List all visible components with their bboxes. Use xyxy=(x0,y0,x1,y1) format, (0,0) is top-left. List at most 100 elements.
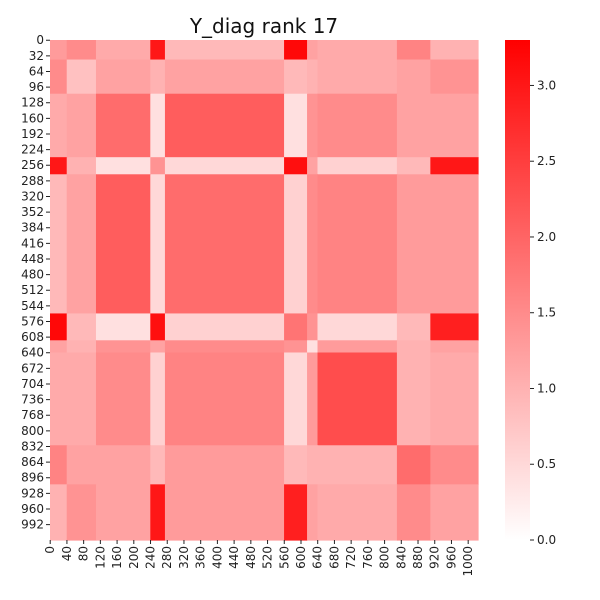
heatmap-cell xyxy=(284,174,308,315)
colorbar-ticks: 0.0 0.5 1.0 1.5 2.0 2.5 3.0 xyxy=(530,78,556,547)
x-tick-label: 920 xyxy=(428,546,442,569)
heatmap-cell xyxy=(66,313,97,341)
y-tick-label: 576 xyxy=(21,314,44,328)
heatmap-cell xyxy=(95,40,151,61)
heatmap-cell xyxy=(284,313,308,341)
heatmap-cell xyxy=(50,352,68,446)
heatmap-cell xyxy=(317,40,398,61)
heatmap-cell xyxy=(150,157,166,175)
heatmap-cell xyxy=(430,59,479,95)
heatmap-cell xyxy=(284,445,308,485)
x-tick-label: 120 xyxy=(93,546,107,569)
x-tick-label: 720 xyxy=(344,546,358,569)
y-tick-label: 864 xyxy=(21,455,44,469)
y-tick-label: 480 xyxy=(21,268,44,282)
heatmap-cell xyxy=(164,40,285,61)
heatmap-cell xyxy=(95,174,151,315)
heatmap-cell xyxy=(396,157,431,175)
heatmap-cell xyxy=(66,484,97,541)
heatmap-cell xyxy=(430,445,479,485)
heatmap-cell xyxy=(430,313,479,341)
x-tick-label: 0 xyxy=(43,546,57,554)
x-tick-label: 840 xyxy=(394,546,408,569)
y-tick-label: 192 xyxy=(21,127,44,141)
heatmap-cell xyxy=(284,352,308,446)
y-tick-label: 416 xyxy=(21,236,44,250)
y-tick-label: 672 xyxy=(21,361,44,375)
x-tick-label: 640 xyxy=(311,546,325,569)
heatmap-cell xyxy=(150,174,166,315)
heatmap-cell xyxy=(164,313,285,341)
heatmap-cell xyxy=(150,313,166,341)
heatmap-cell xyxy=(95,352,151,446)
heatmap-cell xyxy=(150,40,166,61)
x-tick-label: 80 xyxy=(77,546,91,561)
y-tick-label: 608 xyxy=(21,330,44,344)
y-tick-label: 640 xyxy=(21,346,44,360)
heatmap-cell xyxy=(150,445,166,485)
heatmap-cell xyxy=(50,93,68,158)
y-tick-label: 352 xyxy=(21,205,44,219)
y-tick-label: 832 xyxy=(21,439,44,453)
x-tick-label: 560 xyxy=(277,546,291,569)
y-tick-label: 800 xyxy=(21,424,44,438)
heatmap-cell xyxy=(307,313,319,341)
heatmap-cell xyxy=(66,40,97,61)
heatmap-cell xyxy=(317,313,398,341)
heatmap-cell xyxy=(317,340,398,354)
x-tick-label: 600 xyxy=(294,546,308,569)
heatmap-cell xyxy=(164,445,285,485)
x-axis: 0 40 80 120 160 200 240 280 320 360 400 440 480 520 56… xyxy=(43,540,475,577)
heatmap-cell xyxy=(95,340,151,354)
heatmap-cell xyxy=(50,484,68,541)
y-tick-label: 256 xyxy=(21,158,44,172)
heatmap-cell xyxy=(95,313,151,341)
heatmap-cell xyxy=(307,484,319,541)
heatmap-cell xyxy=(284,340,308,354)
heatmap-cell xyxy=(150,93,166,158)
heatmap-cell xyxy=(307,352,319,446)
y-tick-label: 992 xyxy=(21,518,44,532)
y-tick-label: 64 xyxy=(29,64,44,78)
x-tick-label: 1000 xyxy=(461,546,475,577)
x-tick-label: 360 xyxy=(194,546,208,569)
colorbar-tick-label: 0.5 xyxy=(537,457,556,471)
heatmap-cell xyxy=(396,93,431,158)
heatmap-cell xyxy=(66,352,97,446)
y-tick-label: 544 xyxy=(21,299,44,313)
heatmap-cell xyxy=(317,484,398,541)
heatmap-cell xyxy=(317,352,398,446)
heatmap-cell xyxy=(307,40,319,61)
colorbar-tick-label: 2.5 xyxy=(537,154,556,168)
heatmap-cell xyxy=(430,352,479,446)
y-tick-label: 928 xyxy=(21,486,44,500)
heatmap-cell xyxy=(430,174,479,315)
heatmap-cell xyxy=(164,340,285,354)
heatmap-cell xyxy=(284,157,308,175)
x-tick-label: 280 xyxy=(160,546,174,569)
heatmap-cell xyxy=(430,157,479,175)
y-tick-label: 128 xyxy=(21,96,44,110)
heatmap-cell xyxy=(430,93,479,158)
heatmap-cell xyxy=(307,340,319,354)
colorbar xyxy=(505,40,530,540)
heatmap-cell xyxy=(66,174,97,315)
colorbar-tick-label: 2.0 xyxy=(537,230,556,244)
x-tick-label: 480 xyxy=(244,546,258,569)
x-tick-label: 440 xyxy=(227,546,241,569)
heatmap-cell xyxy=(164,59,285,95)
heatmap-cell xyxy=(66,445,97,485)
y-tick-label: 224 xyxy=(21,143,44,157)
y-tick-label: 96 xyxy=(29,80,44,94)
heatmap-cell xyxy=(150,59,166,95)
colorbar-tick-label: 1.0 xyxy=(537,381,556,395)
x-tick-label: 800 xyxy=(378,546,392,569)
heatmap-cell xyxy=(95,484,151,541)
heatmap-cell xyxy=(164,157,285,175)
heatmap-cell xyxy=(396,59,431,95)
heatmap-cell xyxy=(66,340,97,354)
y-tick-label: 768 xyxy=(21,408,44,422)
y-tick-label: 384 xyxy=(21,221,44,235)
x-tick-label: 160 xyxy=(110,546,124,569)
